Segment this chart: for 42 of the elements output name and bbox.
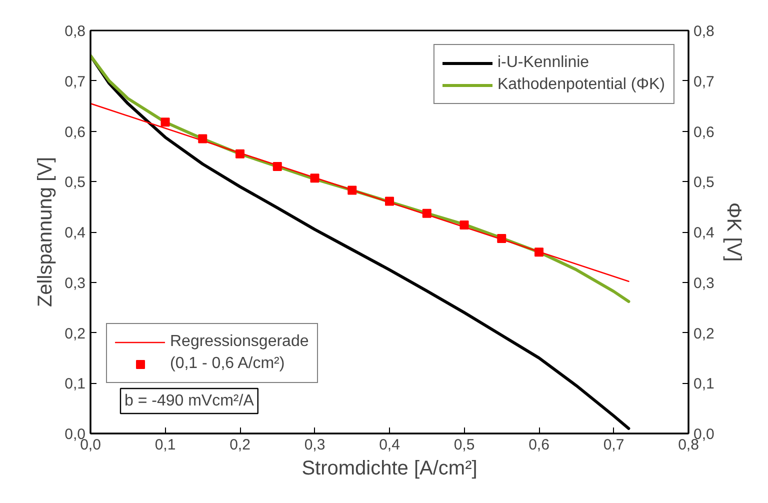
y-tick-label: 0,5 xyxy=(64,174,86,192)
point xyxy=(497,234,506,244)
point xyxy=(348,186,357,195)
y2-tick-label: 0,3 xyxy=(694,274,714,292)
x-tick-label: 0,4 xyxy=(379,436,400,454)
x-tick-label: 0,3 xyxy=(304,436,326,454)
point xyxy=(422,208,432,218)
point xyxy=(236,149,244,158)
legend-label: (0,1 - 0,6 A/cm²) xyxy=(170,355,285,373)
point xyxy=(385,196,394,206)
point xyxy=(460,220,469,230)
y-tick-label: 0,3 xyxy=(64,274,86,292)
y-tick-label: 0,4 xyxy=(64,224,86,242)
y2-tick-label: 0,7 xyxy=(694,73,714,90)
x-tick-label: 0,1 xyxy=(154,436,176,454)
y2-tick-label: 0,1 xyxy=(694,376,714,393)
y-tick-label: 0,2 xyxy=(64,325,86,342)
point xyxy=(310,174,320,183)
y2-tick-label: 0,5 xyxy=(694,174,714,192)
x-tick-label: 0,7 xyxy=(603,436,624,454)
annotation: b = -490 mVcm²/A xyxy=(124,392,254,410)
y-tick-label: 0,8 xyxy=(64,23,86,40)
legend-label: Regressionsgerade xyxy=(170,333,309,351)
legend-label: Kathodenpotential (ΦK) xyxy=(497,76,665,94)
y-tick-label: 0,6 xyxy=(64,124,86,141)
legend-label: i-U-Kennlinie xyxy=(497,54,590,72)
y-axis-title: Zellspannung [V] xyxy=(34,156,57,308)
point xyxy=(272,162,282,172)
point xyxy=(534,248,544,257)
y2-tick-label: 0,8 xyxy=(694,23,714,40)
x-axis-title: Stromdichte [A/cm²] xyxy=(302,458,478,480)
y-tick-label: 0,7 xyxy=(64,73,86,90)
y2-axis-title: ΦK [V] xyxy=(722,202,744,262)
x-tick-label: 0,6 xyxy=(528,436,550,454)
y2-tick-label: 0,4 xyxy=(694,224,714,242)
y2-tick-label: 0,6 xyxy=(694,124,714,141)
y2-tick-label: 0,2 xyxy=(694,325,714,342)
x-tick-label: 0,5 xyxy=(454,436,475,454)
point xyxy=(160,118,170,127)
y-tick-label: 0,1 xyxy=(64,376,86,393)
x-tick-label: 0,2 xyxy=(230,436,250,454)
point xyxy=(198,134,208,144)
